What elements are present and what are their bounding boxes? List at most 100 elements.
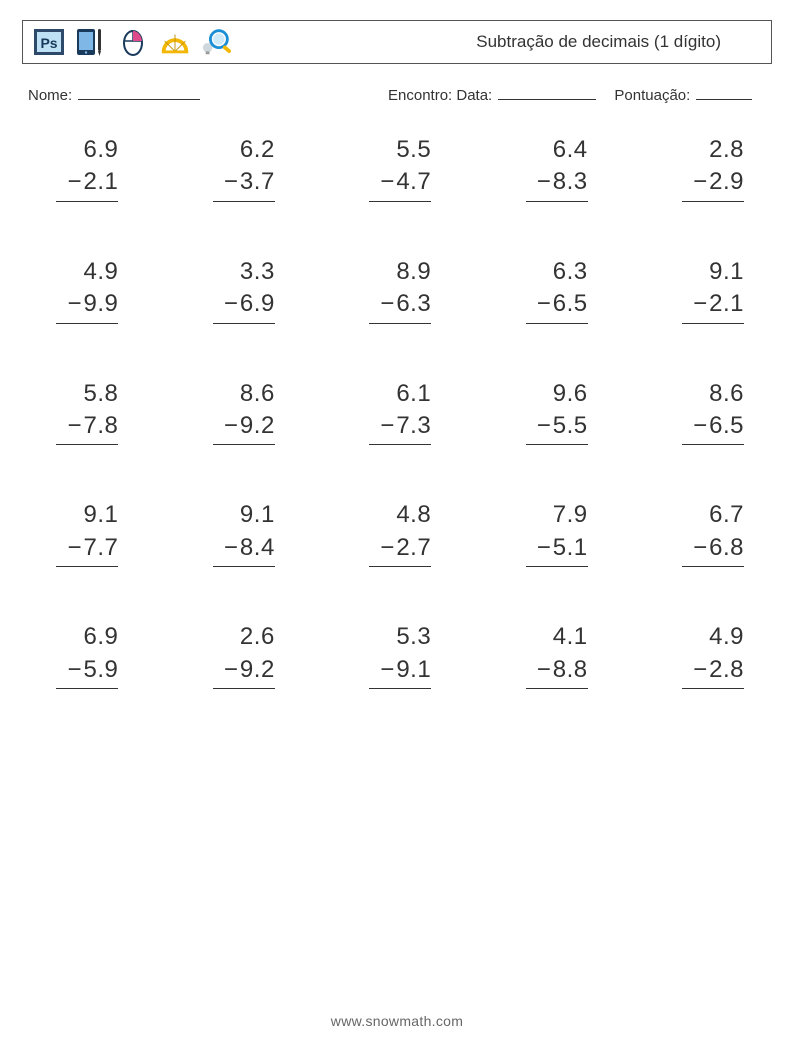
minus-sign-icon: −	[380, 290, 394, 318]
minus-sign-icon: −	[224, 168, 238, 196]
answer-rule	[682, 444, 744, 445]
minuend: 6.4	[553, 134, 588, 166]
subtrahend: 6.5	[709, 410, 744, 442]
subtrahend-row: −2.8	[693, 654, 744, 686]
minuend: 8.6	[240, 378, 275, 410]
minuend: 8.6	[709, 378, 744, 410]
minuend: 6.9	[84, 621, 119, 653]
problem: 8.9−6.3	[339, 256, 455, 324]
subtrahend-row: −6.8	[693, 532, 744, 564]
meta-date: Encontro: Data:	[388, 86, 596, 104]
date-blank[interactable]	[498, 86, 596, 100]
name-blank[interactable]	[78, 86, 200, 100]
subtrahend-row: −3.7	[224, 166, 275, 198]
minus-sign-icon: −	[380, 412, 394, 440]
answer-rule	[369, 201, 431, 202]
answer-rule	[56, 444, 118, 445]
minus-sign-icon: −	[537, 412, 551, 440]
answer-rule	[213, 201, 275, 202]
meta-score: Pontuação:	[614, 86, 752, 104]
minus-sign-icon: −	[224, 290, 238, 318]
problem: 2.8−2.9	[652, 134, 768, 202]
magnifier-bulb-icon	[201, 26, 233, 58]
answer-rule	[213, 566, 275, 567]
minus-sign-icon: −	[537, 290, 551, 318]
minus-sign-icon: −	[68, 168, 82, 196]
subtrahend-row: −6.9	[224, 288, 275, 320]
footer-url: www.snowmath.com	[0, 1013, 794, 1029]
minus-sign-icon: −	[68, 290, 82, 318]
minus-sign-icon: −	[693, 168, 707, 196]
mouse-icon	[117, 26, 149, 58]
problem: 6.7−6.8	[652, 499, 768, 567]
minus-sign-icon: −	[693, 412, 707, 440]
subtrahend-row: −8.8	[537, 654, 588, 686]
subtrahend-row: −2.9	[693, 166, 744, 198]
problem: 5.8−7.8	[26, 378, 142, 446]
subtrahend: 3.7	[240, 166, 275, 198]
problem: 4.8−2.7	[339, 499, 455, 567]
score-blank[interactable]	[696, 86, 752, 100]
minuend: 4.9	[709, 621, 744, 653]
header-bar: Ps	[22, 20, 772, 64]
subtrahend: 2.8	[709, 654, 744, 686]
problem: 6.9−2.1	[26, 134, 142, 202]
answer-rule	[56, 688, 118, 689]
subtrahend-row: −5.1	[537, 532, 588, 564]
answer-rule	[682, 688, 744, 689]
answer-rule	[526, 323, 588, 324]
subtrahend-row: −2.7	[380, 532, 431, 564]
minus-sign-icon: −	[224, 412, 238, 440]
minus-sign-icon: −	[224, 656, 238, 684]
minuend: 7.9	[553, 499, 588, 531]
minuend: 4.9	[84, 256, 119, 288]
problem: 4.1−8.8	[495, 621, 611, 689]
photoshop-icon: Ps	[33, 26, 65, 58]
minus-sign-icon: −	[224, 534, 238, 562]
subtrahend: 7.8	[84, 410, 119, 442]
subtrahend: 9.1	[396, 654, 431, 686]
minus-sign-icon: −	[380, 656, 394, 684]
subtrahend-row: −7.7	[68, 532, 119, 564]
answer-rule	[526, 444, 588, 445]
minus-sign-icon: −	[68, 534, 82, 562]
score-label: Pontuação:	[614, 87, 690, 104]
problem: 4.9−2.8	[652, 621, 768, 689]
minuend: 6.7	[709, 499, 744, 531]
problem: 8.6−6.5	[652, 378, 768, 446]
minus-sign-icon: −	[537, 168, 551, 196]
minuend: 5.3	[396, 621, 431, 653]
subtrahend-row: −8.3	[537, 166, 588, 198]
minus-sign-icon: −	[537, 656, 551, 684]
problem: 5.5−4.7	[339, 134, 455, 202]
minuend: 6.2	[240, 134, 275, 166]
subtrahend: 2.1	[709, 288, 744, 320]
tablet-pen-icon	[75, 26, 107, 58]
subtrahend: 8.4	[240, 532, 275, 564]
answer-rule	[56, 201, 118, 202]
subtrahend: 6.5	[553, 288, 588, 320]
minus-sign-icon: −	[693, 656, 707, 684]
answer-rule	[369, 444, 431, 445]
subtrahend: 6.8	[709, 532, 744, 564]
problems-grid: 6.9−2.16.2−3.75.5−4.76.4−8.32.8−2.94.9−9…	[22, 134, 772, 689]
minus-sign-icon: −	[537, 534, 551, 562]
subtrahend-row: −9.1	[380, 654, 431, 686]
subtrahend-row: −9.2	[224, 654, 275, 686]
meta-row: Nome: Encontro: Data: Pontuação:	[22, 86, 772, 104]
protractor-icon	[159, 26, 191, 58]
subtrahend-row: −2.1	[68, 166, 119, 198]
subtrahend-row: −6.3	[380, 288, 431, 320]
encounter-label: Encontro: Data:	[388, 87, 492, 104]
minus-sign-icon: −	[693, 534, 707, 562]
subtrahend: 2.1	[84, 166, 119, 198]
problem: 2.6−9.2	[182, 621, 298, 689]
minus-sign-icon: −	[68, 656, 82, 684]
minuend: 9.1	[84, 499, 119, 531]
subtrahend: 2.7	[396, 532, 431, 564]
minuend: 2.8	[709, 134, 744, 166]
minuend: 6.1	[396, 378, 431, 410]
answer-rule	[526, 688, 588, 689]
minuend: 5.5	[396, 134, 431, 166]
problem: 9.6−5.5	[495, 378, 611, 446]
